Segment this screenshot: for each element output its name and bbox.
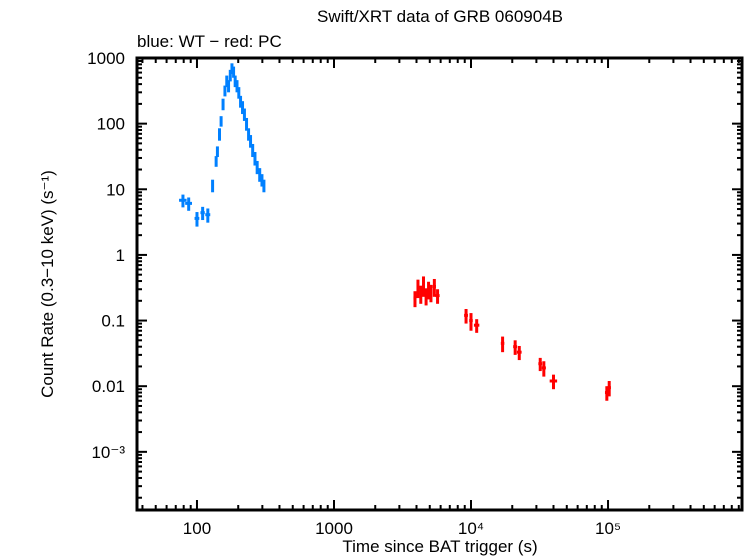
chart-subtitle: blue: WT − red: PC — [137, 32, 282, 51]
x-axis-label: Time since BAT trigger (s) — [342, 537, 537, 556]
data-point — [194, 212, 200, 227]
data-point — [549, 374, 558, 390]
series-pc — [413, 276, 611, 401]
data-point — [211, 179, 215, 193]
data-point — [413, 291, 417, 308]
y-tick-label: 100 — [97, 115, 125, 134]
data-point — [205, 208, 211, 223]
data-point — [217, 128, 221, 141]
data-point — [416, 279, 420, 299]
data-point — [219, 116, 223, 127]
data-point — [500, 336, 505, 353]
y-tick-label: 10 — [106, 180, 125, 199]
data-point — [419, 285, 423, 304]
data-point — [179, 194, 187, 208]
data-point — [538, 357, 543, 372]
y-axis-label: Count Rate (0.3−10 keV) (s⁻¹) — [38, 170, 57, 398]
x-tick-label: 10⁴ — [458, 519, 484, 538]
data-point — [469, 313, 473, 331]
plot-frame — [135, 56, 744, 512]
data-point — [233, 75, 237, 88]
data-point — [200, 206, 205, 221]
data-point — [228, 69, 232, 82]
data-point — [185, 197, 193, 211]
y-tick-label: 10⁻³ — [91, 443, 125, 462]
data-point — [245, 117, 249, 131]
data-point — [516, 345, 522, 361]
data-point — [464, 309, 468, 324]
chart-title: Swift/XRT data of GRB 060904B — [317, 7, 563, 26]
data-point — [225, 75, 229, 88]
x-tick-label: 1000 — [315, 519, 353, 538]
data-point — [232, 66, 236, 78]
data-point — [427, 281, 431, 300]
data-point — [424, 288, 428, 306]
data-point — [421, 276, 425, 297]
x-tick-label: 10⁵ — [595, 519, 621, 538]
data-point — [227, 80, 231, 93]
axes — [137, 57, 742, 510]
data-point — [241, 101, 245, 115]
data-point — [247, 128, 251, 141]
data-point — [214, 156, 218, 167]
y-tick-label: 0.1 — [101, 312, 125, 331]
y-tick-label: 1 — [116, 246, 125, 265]
tick-labels: 100 1000 10⁴ 10⁵ 1000 100 10 1 0.1 0.01 10⁻³ — [87, 49, 621, 538]
data-point — [607, 381, 611, 397]
data-point — [435, 289, 440, 304]
data-point — [215, 146, 219, 158]
y-tick-label: 1000 — [87, 49, 125, 68]
data-point — [541, 361, 546, 377]
data-point — [473, 319, 480, 333]
data-point — [223, 85, 227, 97]
data-point — [429, 284, 433, 303]
data-point — [237, 87, 241, 99]
y-tick-label: 0.01 — [92, 377, 125, 396]
data-point — [513, 340, 518, 355]
data-point — [221, 98, 225, 111]
data-point — [432, 278, 436, 297]
x-tick-label: 100 — [183, 519, 211, 538]
series-wt — [179, 63, 266, 227]
data-point — [239, 95, 243, 108]
data-point — [242, 108, 246, 121]
data-point — [235, 80, 239, 93]
data-series — [179, 63, 611, 401]
